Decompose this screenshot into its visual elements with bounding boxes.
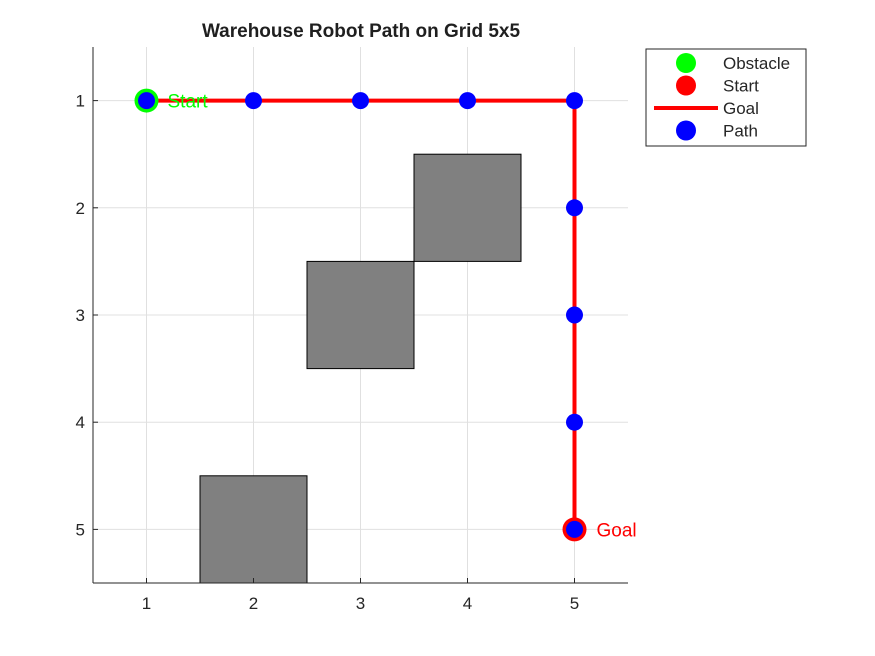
- x-tick-label: 2: [249, 594, 258, 613]
- path-point: [352, 92, 369, 110]
- legend: Obstacle Start Goal Path: [645, 48, 807, 147]
- obstacle-block: [306, 260, 415, 370]
- obstacle-block: [413, 153, 522, 262]
- axes: 1 2 3 4 5 1 2 3 4 5: [76, 47, 628, 613]
- y-tick-label: 1: [76, 92, 85, 111]
- legend-label: Goal: [723, 99, 759, 118]
- path-layer: Start Goal: [134, 88, 637, 542]
- path-point: [566, 199, 583, 217]
- legend-label: Path: [723, 122, 758, 141]
- path-point: [566, 413, 583, 431]
- x-tick-label: 1: [142, 594, 151, 613]
- obstacle-blocks: [199, 153, 522, 584]
- goal-label: Goal: [597, 520, 637, 541]
- legend-box: [645, 48, 807, 147]
- y-tick-label: 4: [76, 413, 85, 432]
- path-point: [459, 92, 476, 110]
- y-tick-label: 5: [76, 520, 85, 539]
- legend-label: Obstacle: [723, 54, 790, 73]
- y-tick-label: 2: [76, 199, 85, 218]
- obstacle-block: [199, 475, 308, 584]
- y-tick-label: 3: [76, 306, 85, 325]
- legend-label: Start: [723, 77, 759, 96]
- path-point: [566, 306, 583, 324]
- path-point: [566, 520, 583, 538]
- chart-title: Warehouse Robot Path on Grid 5x5: [202, 21, 521, 42]
- x-tick-label: 5: [570, 594, 579, 613]
- x-tick-label: 4: [463, 594, 472, 613]
- path-point: [138, 92, 155, 110]
- legend-marker: [676, 120, 696, 141]
- legend-marker: [676, 53, 696, 73]
- legend-marker: [676, 75, 696, 96]
- x-tick-label: 3: [356, 594, 365, 613]
- path-point: [566, 92, 583, 110]
- path-point: [245, 92, 262, 110]
- start-label: Start: [168, 92, 209, 113]
